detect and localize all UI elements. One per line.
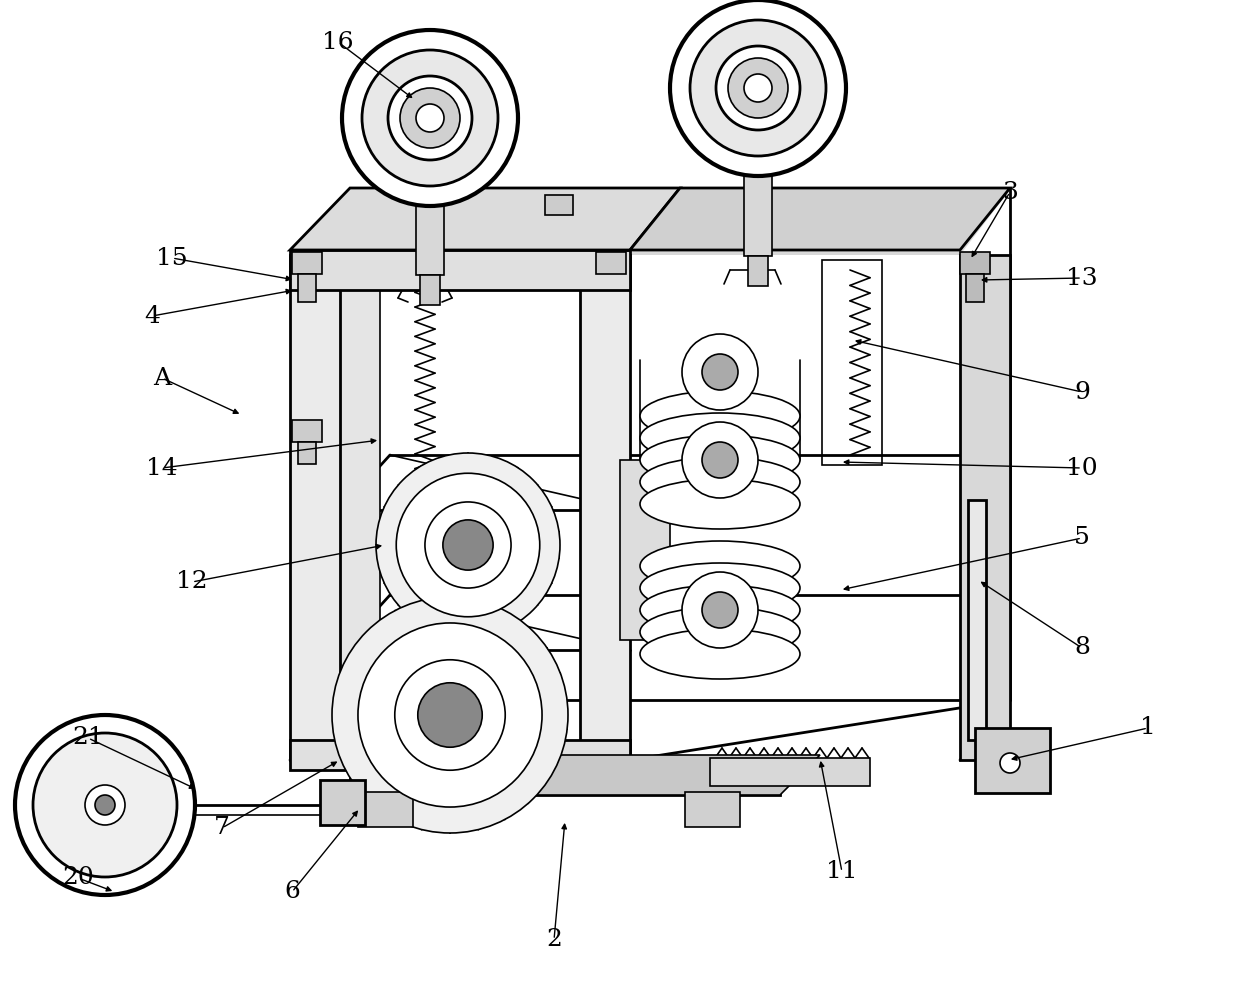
Circle shape — [670, 0, 846, 176]
Text: 13: 13 — [1066, 266, 1097, 289]
Bar — [546, 195, 573, 215]
Bar — [975, 728, 1050, 793]
Circle shape — [702, 354, 738, 390]
Circle shape — [86, 785, 125, 825]
Bar — [620, 460, 670, 640]
Text: 4: 4 — [144, 305, 160, 328]
Bar — [744, 176, 773, 256]
Text: 7: 7 — [215, 816, 229, 839]
Circle shape — [728, 58, 787, 118]
Bar — [711, 758, 870, 786]
Circle shape — [15, 715, 195, 895]
Text: 12: 12 — [176, 571, 208, 594]
Polygon shape — [630, 188, 1011, 250]
Ellipse shape — [640, 629, 800, 679]
Text: 10: 10 — [1066, 456, 1097, 479]
Circle shape — [702, 442, 738, 478]
Text: 3: 3 — [1002, 181, 1018, 203]
Polygon shape — [630, 190, 1011, 255]
Polygon shape — [290, 188, 680, 250]
Text: 1: 1 — [1140, 717, 1156, 740]
Bar — [290, 250, 630, 290]
Text: 11: 11 — [826, 860, 858, 883]
Circle shape — [715, 46, 800, 130]
Text: 6: 6 — [284, 880, 300, 903]
Text: 16: 16 — [322, 30, 353, 53]
Bar — [580, 255, 630, 760]
Bar — [320, 780, 365, 825]
Bar — [966, 274, 985, 302]
Ellipse shape — [640, 563, 800, 613]
Bar — [291, 420, 322, 442]
Text: 8: 8 — [1074, 636, 1090, 659]
Circle shape — [682, 334, 758, 410]
Circle shape — [332, 597, 568, 833]
Text: 2: 2 — [546, 929, 562, 952]
Text: 14: 14 — [146, 456, 177, 479]
Circle shape — [342, 30, 518, 206]
Ellipse shape — [640, 413, 800, 463]
Bar — [290, 255, 340, 760]
Circle shape — [376, 453, 560, 637]
Bar — [960, 255, 1011, 760]
Bar — [291, 252, 322, 274]
Bar — [420, 275, 440, 305]
Circle shape — [415, 104, 444, 132]
Bar — [684, 792, 740, 827]
Circle shape — [689, 20, 826, 156]
Bar — [340, 290, 379, 760]
Ellipse shape — [640, 607, 800, 657]
Circle shape — [682, 422, 758, 498]
Bar — [960, 252, 990, 274]
Ellipse shape — [640, 435, 800, 485]
Circle shape — [397, 473, 539, 617]
Ellipse shape — [640, 479, 800, 529]
Ellipse shape — [640, 457, 800, 507]
Circle shape — [401, 88, 460, 148]
Circle shape — [682, 572, 758, 648]
Text: 20: 20 — [62, 866, 94, 889]
Bar — [822, 260, 882, 465]
Circle shape — [744, 74, 773, 102]
Ellipse shape — [640, 585, 800, 635]
Bar — [596, 252, 626, 274]
Text: 21: 21 — [72, 727, 104, 750]
Circle shape — [362, 50, 498, 186]
Circle shape — [33, 733, 177, 877]
Circle shape — [388, 76, 472, 160]
Text: 9: 9 — [1074, 381, 1090, 403]
Bar — [298, 442, 316, 464]
Circle shape — [425, 501, 511, 588]
Bar — [298, 274, 316, 302]
Text: 15: 15 — [156, 246, 187, 269]
Circle shape — [999, 753, 1021, 773]
Bar — [350, 760, 780, 795]
Circle shape — [394, 659, 505, 770]
Bar — [748, 256, 768, 286]
Bar — [290, 740, 630, 770]
Circle shape — [95, 795, 115, 815]
Circle shape — [443, 520, 494, 570]
Ellipse shape — [640, 391, 800, 441]
Bar — [415, 205, 444, 275]
Text: 5: 5 — [1074, 527, 1090, 550]
Polygon shape — [350, 755, 820, 795]
Text: A: A — [153, 367, 171, 390]
Bar — [358, 792, 413, 827]
Circle shape — [358, 623, 542, 807]
Circle shape — [418, 682, 482, 747]
Polygon shape — [290, 190, 680, 255]
Ellipse shape — [640, 541, 800, 591]
Circle shape — [702, 592, 738, 628]
Bar — [968, 500, 986, 740]
